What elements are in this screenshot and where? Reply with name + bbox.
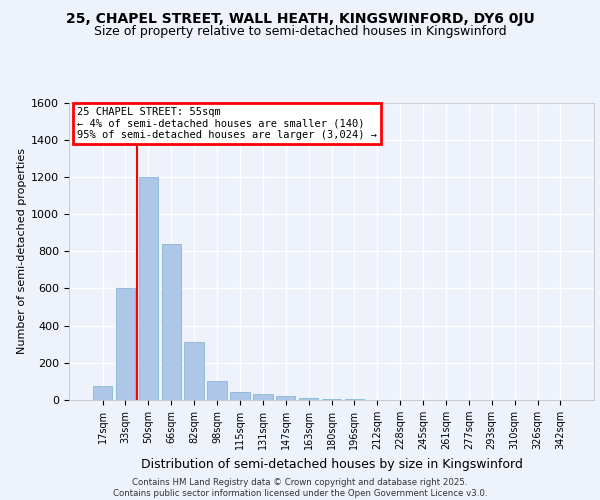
- Bar: [93, 386, 112, 400]
- Bar: [184, 342, 204, 400]
- Bar: [116, 288, 135, 400]
- Bar: [208, 382, 227, 400]
- Bar: [139, 177, 158, 400]
- Y-axis label: Number of semi-detached properties: Number of semi-detached properties: [17, 148, 27, 354]
- Bar: [161, 244, 181, 400]
- X-axis label: Distribution of semi-detached houses by size in Kingswinford: Distribution of semi-detached houses by …: [140, 458, 523, 470]
- Bar: [276, 396, 295, 400]
- Text: 25 CHAPEL STREET: 55sqm
← 4% of semi-detached houses are smaller (140)
95% of se: 25 CHAPEL STREET: 55sqm ← 4% of semi-det…: [77, 107, 377, 140]
- Bar: [322, 399, 341, 400]
- Bar: [230, 392, 250, 400]
- Text: Size of property relative to semi-detached houses in Kingswinford: Size of property relative to semi-detach…: [94, 25, 506, 38]
- Bar: [253, 394, 272, 400]
- Text: Contains HM Land Registry data © Crown copyright and database right 2025.
Contai: Contains HM Land Registry data © Crown c…: [113, 478, 487, 498]
- Text: 25, CHAPEL STREET, WALL HEATH, KINGSWINFORD, DY6 0JU: 25, CHAPEL STREET, WALL HEATH, KINGSWINF…: [65, 12, 535, 26]
- Bar: [299, 398, 319, 400]
